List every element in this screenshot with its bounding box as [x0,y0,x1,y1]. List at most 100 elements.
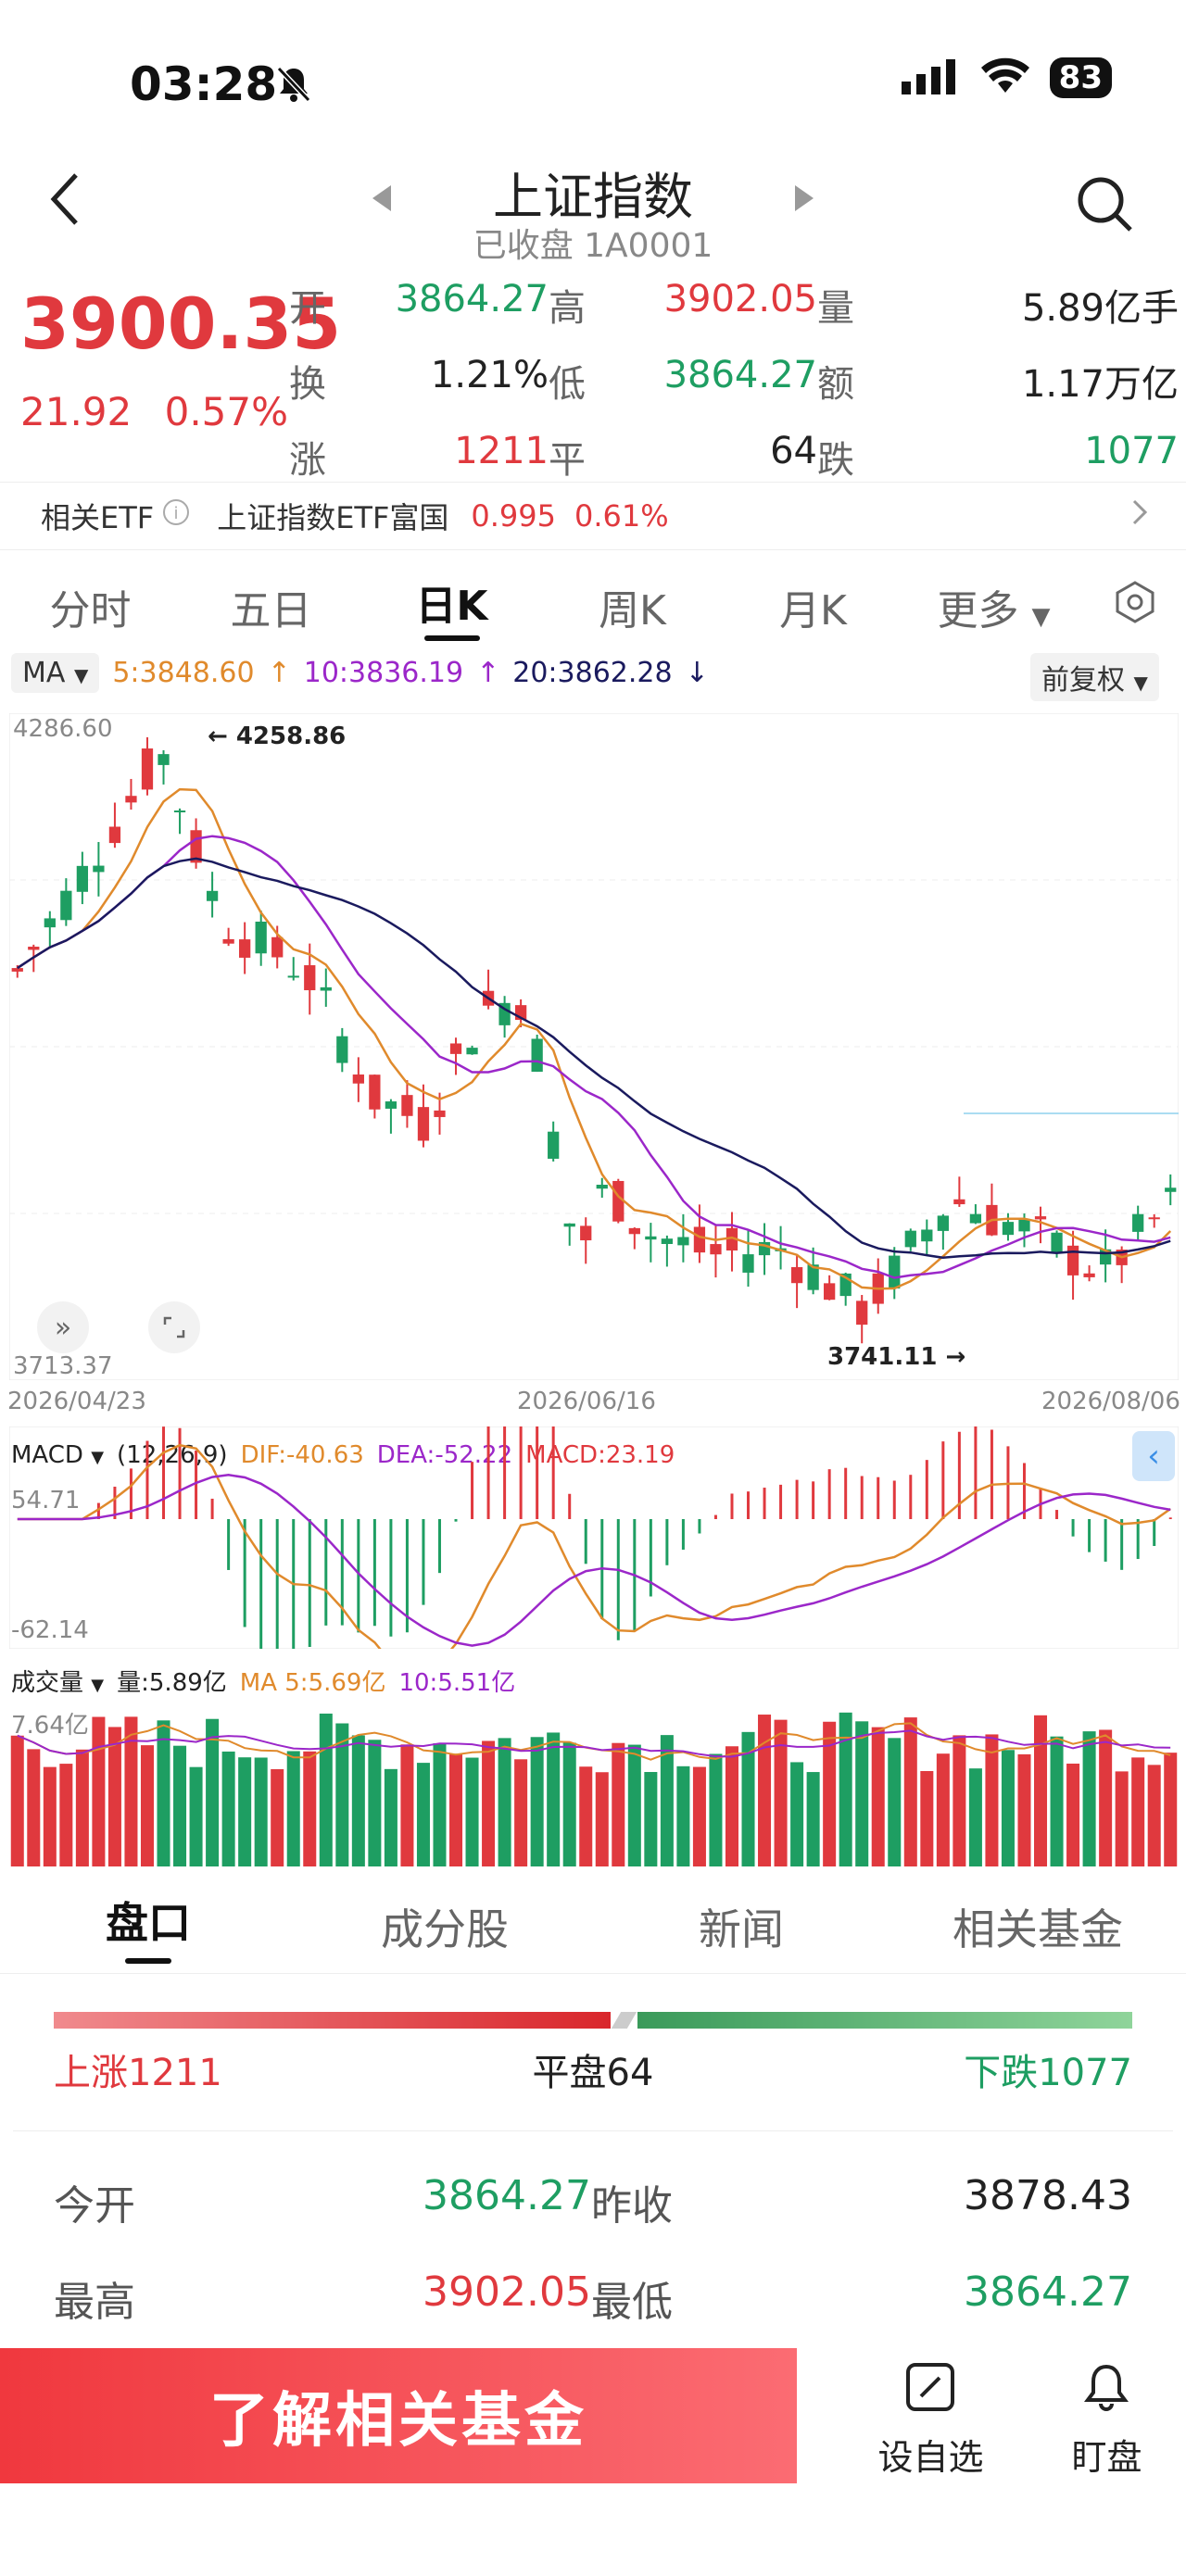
volume-bar [547,1732,561,1866]
fullscreen-icon[interactable] [148,1301,200,1353]
volume-bars [10,1712,1178,1866]
volume-ma10: 10:5.51亿 [398,1669,516,1697]
macd-y-top: 54.71 [11,1487,81,1514]
quote-stat-value: 64 [770,430,817,472]
tab-more[interactable]: 更多 ▼ [903,577,1084,636]
volume-bar [985,1734,999,1866]
tab-monthly-k[interactable]: 月K [779,587,847,635]
volume-bar [888,1738,902,1866]
detail-value: 3864.27 [964,2268,1132,2316]
tab-related-funds[interactable]: 相关基金 [953,1904,1123,1954]
macd-y-bottom: -62.14 [11,1616,89,1644]
tab-daily-k[interactable]: 日K [361,572,542,641]
candle-body [320,986,332,991]
tab-five-day[interactable]: 五日 [230,587,312,635]
candle-body [158,754,170,765]
volume-bar [92,1716,106,1866]
settings-hexagon-icon[interactable] [1084,580,1186,635]
kline-chart[interactable] [8,712,1180,1381]
volume-bar [303,1751,317,1866]
volume-bar [1131,1757,1145,1866]
volume-bar [107,1727,121,1866]
volume-bar [124,1716,138,1866]
watch-market-button[interactable]: 盯盘 [1071,2361,1142,2480]
candle-body [434,1110,446,1117]
volume-bar [416,1763,430,1866]
candle-body [580,1225,592,1241]
detail-value: 3902.05 [423,2268,591,2316]
candle-body [807,1264,819,1290]
quote-stat-label: 平 [549,439,586,482]
add-watchlist-button[interactable]: 设自选 [877,2361,984,2480]
volume-bar [725,1746,738,1866]
tab-order-book[interactable]: 盘口 [0,1890,296,1964]
candle-body [531,1038,543,1073]
ma5-line [17,787,1172,1290]
expand-left-icon[interactable]: » [37,1301,89,1353]
learn-related-funds-button[interactable]: 了解相关基金 [0,2348,797,2483]
quote-stat-label: 量 [817,287,854,330]
volume-bar [741,1731,755,1866]
candle-body [1132,1213,1144,1232]
volume-bar [498,1738,511,1866]
candle-body [856,1301,868,1326]
caret-down-icon: ▼ [1031,603,1051,631]
etf-label: 相关ETF [41,500,155,535]
candle-body [125,796,137,803]
tab-news[interactable]: 新闻 [699,1904,784,1954]
tab-intraday[interactable]: 分时 [49,587,132,635]
volume-value: 量:5.89亿 [117,1669,227,1697]
breadth-up-label: 上涨1211 [54,2052,222,2094]
ma-selector[interactable]: MA ▼ [11,653,100,693]
volume-bar [351,1735,365,1866]
candle-body [271,936,284,958]
candle-body [369,1074,381,1110]
caret-down-icon: ▼ [73,664,89,686]
info-icon[interactable]: i [161,497,191,534]
macd-selector[interactable]: MACD ▼ [11,1441,104,1469]
down-arrow-icon: ↓ [685,657,709,689]
dif-line [17,1443,1171,1675]
macd-bars [96,1326,1172,1680]
breadth-down-segment [637,2012,1133,2029]
back-icon[interactable] [46,171,83,231]
ma5-value: 5:3848.60 [112,657,255,689]
date-end: 2026/08/06 [1041,1388,1180,1415]
adjust-selector[interactable]: 前复权 ▼ [1030,653,1159,701]
candle-body [304,965,316,991]
candle-body [28,947,40,950]
page-subtitle: 已收盘 1A0001 [473,227,713,265]
candle-body [498,1002,511,1025]
volume-bar [254,1757,268,1866]
volume-chart [9,1695,1179,1866]
candle-body [449,1043,462,1054]
next-index-icon[interactable] [793,183,815,217]
volume-selector[interactable]: 成交量 ▼ [11,1664,104,1698]
volume-bar [579,1766,593,1866]
quote-stat-label: 换 [289,363,326,406]
up-arrow-icon: ↑ [267,657,291,689]
detail-label: 最低 [591,2279,673,2326]
related-etf-bar[interactable]: 相关ETF i 上证指数ETF富国 0.995 0.61% [0,482,1186,550]
caret-down-icon: ▼ [91,1676,105,1695]
tab-constituents[interactable]: 成分股 [381,1904,509,1954]
volume-bar [59,1764,73,1866]
prev-index-icon[interactable] [371,183,393,217]
candle-body [108,826,121,844]
status-time: 03:28 [130,57,278,111]
date-mid: 2026/06/16 [517,1388,656,1415]
volume-bar [514,1759,528,1866]
ma20-line [17,857,1171,1260]
period-tabs: 分时 五日 日K 周K 月K 更多 ▼ [0,570,1186,644]
breadth-up-segment [54,2012,611,2029]
tab-weekly-k[interactable]: 周K [599,587,666,635]
detail-stats: 今开 3864.27 昨收 3878.43 最高 3902.05 最低 3864.27 [54,2172,1132,2328]
candle-body [628,1227,640,1235]
collapse-panel-icon[interactable]: ‹ [1132,1431,1175,1481]
volume-bar [627,1744,641,1866]
candle-body [1002,1222,1015,1236]
volume-legend: 成交量 ▼ 量:5.89亿 MA 5:5.69亿 10:5.51亿 [11,1664,515,1698]
volume-bar [1082,1731,1096,1866]
search-icon[interactable] [1075,174,1134,237]
volume-bar [1147,1765,1161,1866]
